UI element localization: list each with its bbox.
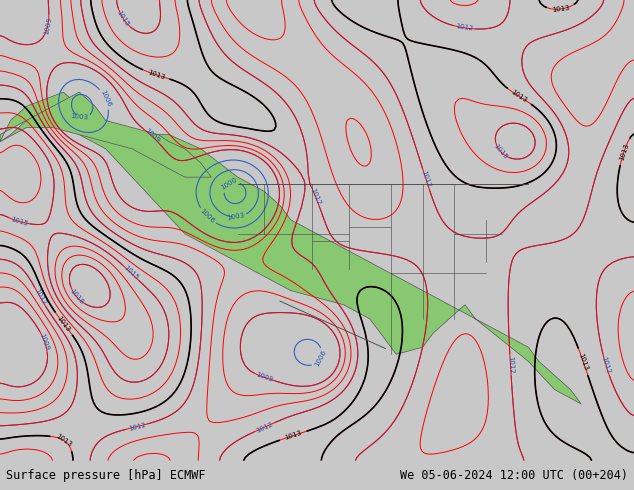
Text: 1013: 1013 [56, 315, 72, 333]
Text: 1009: 1009 [39, 332, 51, 351]
Text: 1015: 1015 [492, 142, 508, 160]
Text: 1013: 1013 [578, 352, 589, 371]
Text: 1018: 1018 [68, 288, 84, 305]
Text: 1015: 1015 [116, 9, 131, 27]
Text: 1006: 1006 [198, 208, 216, 225]
Text: 1013: 1013 [55, 433, 73, 448]
Text: 1009: 1009 [255, 371, 274, 383]
Text: 1012: 1012 [309, 187, 321, 206]
Text: 1009: 1009 [143, 128, 160, 145]
Polygon shape [0, 92, 211, 177]
Text: 1006: 1006 [99, 90, 112, 108]
Text: 1013: 1013 [146, 69, 165, 80]
Text: 1006: 1006 [313, 349, 327, 368]
Text: 1012: 1012 [420, 170, 432, 189]
Text: Surface pressure [hPa] ECMWF: Surface pressure [hPa] ECMWF [6, 469, 206, 482]
Text: 1012: 1012 [33, 288, 47, 306]
Text: 1012: 1012 [127, 421, 146, 432]
Text: 1000: 1000 [220, 176, 238, 191]
Text: 1013: 1013 [552, 5, 570, 13]
Text: We 05-06-2024 12:00 UTC (00+204): We 05-06-2024 12:00 UTC (00+204) [399, 469, 628, 482]
Text: 1003: 1003 [70, 113, 89, 121]
Text: 1013: 1013 [618, 142, 630, 161]
Text: 1015: 1015 [10, 216, 29, 227]
Text: 1012: 1012 [455, 24, 474, 32]
Text: 1012: 1012 [255, 421, 274, 434]
Text: 1003: 1003 [226, 212, 245, 221]
Polygon shape [0, 92, 581, 404]
Text: 1009: 1009 [43, 16, 53, 35]
Text: 1015: 1015 [122, 264, 139, 281]
Text: 1013: 1013 [283, 430, 302, 441]
Text: 1012: 1012 [600, 355, 611, 374]
Text: 1012: 1012 [507, 356, 514, 374]
Text: 1013: 1013 [510, 89, 529, 104]
